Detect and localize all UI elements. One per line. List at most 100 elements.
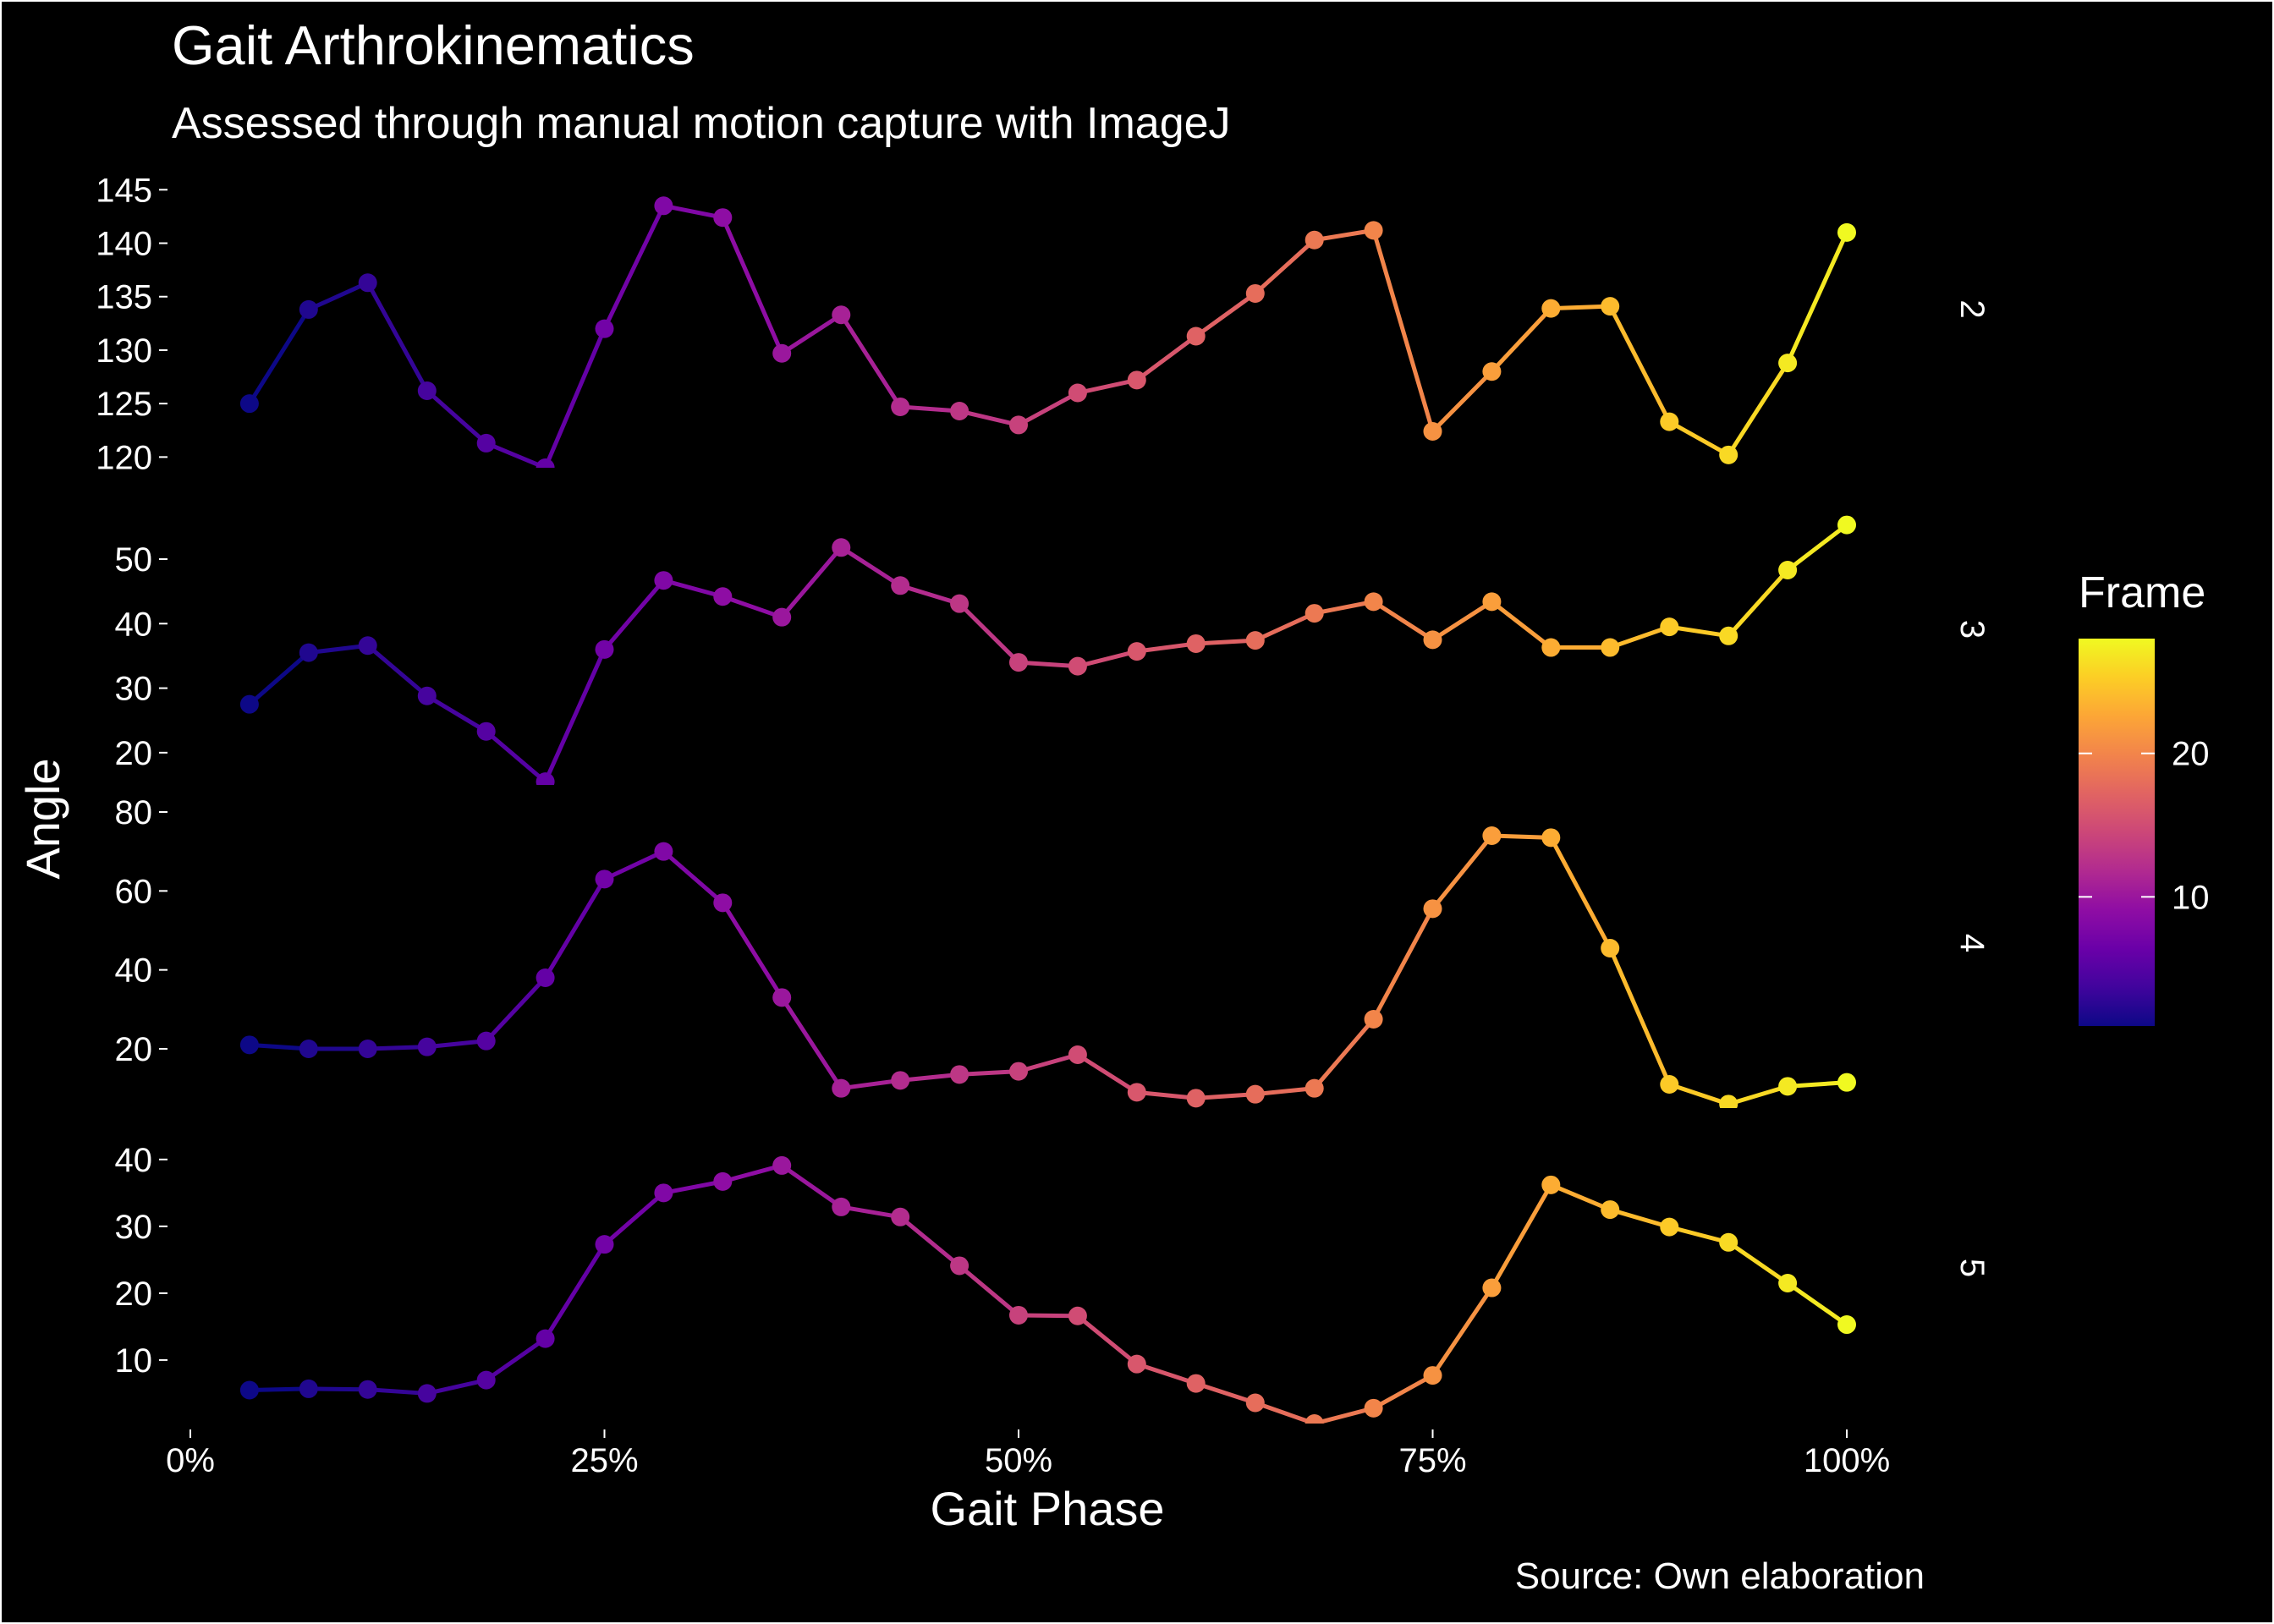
data-point — [536, 458, 555, 468]
series-line-segment — [543, 876, 607, 980]
data-point — [772, 1155, 792, 1175]
data-point — [1660, 1217, 1679, 1237]
series-line-segment — [1134, 641, 1199, 654]
data-point — [832, 305, 851, 325]
series-line-segment — [838, 1204, 903, 1220]
series-line-segment — [247, 1386, 311, 1392]
series-line-segment — [1312, 1017, 1376, 1091]
data-point — [476, 433, 496, 453]
series-line-segment — [306, 280, 371, 312]
series-line-segment — [720, 215, 784, 356]
data-point — [417, 1037, 437, 1056]
data-point — [950, 402, 969, 420]
data-point — [950, 1256, 969, 1276]
data-point — [1009, 653, 1028, 672]
data-point — [950, 594, 969, 613]
y-tick-label: 135 — [96, 279, 152, 316]
series-line-segment — [1431, 599, 1494, 642]
series-line-segment — [306, 1386, 371, 1392]
data-point — [1068, 656, 1087, 676]
data-point — [1127, 1354, 1146, 1374]
data-point — [832, 1078, 851, 1098]
series-line-segment — [1075, 1314, 1140, 1367]
data-point — [891, 576, 910, 595]
y-tick-label: 10 — [115, 1342, 153, 1380]
x-tick-label: 0% — [166, 1442, 215, 1479]
data-point — [1127, 642, 1146, 661]
data-point — [654, 1183, 673, 1203]
data-point — [1186, 326, 1206, 346]
data-point — [417, 381, 437, 400]
data-point — [358, 636, 377, 656]
color-legend: 10 20 — [2079, 639, 2210, 1026]
data-point — [476, 1370, 496, 1390]
data-point — [1068, 383, 1087, 403]
series-line-segment — [1667, 624, 1731, 639]
data-point — [1009, 415, 1028, 435]
series-line-segment — [1371, 228, 1435, 434]
series-line-segment — [484, 1336, 548, 1383]
facet-panel-2: 120 125 130 135 140 145 2 — [96, 172, 1991, 476]
series-line-segment — [779, 312, 843, 356]
y-tick-label: 50 — [115, 541, 153, 579]
series-line-segment — [779, 995, 843, 1091]
data-point — [595, 639, 614, 659]
data-point — [891, 1207, 910, 1226]
series-line-segment — [365, 643, 430, 699]
series-line-segment — [838, 312, 903, 409]
series-line-segment — [365, 1045, 430, 1051]
y-tick-label: 20 — [115, 1031, 153, 1068]
data-point — [1245, 283, 1265, 303]
facet-panel-4: 20 40 60 80 4 — [115, 794, 1991, 1108]
series-line-segment — [1667, 1082, 1731, 1106]
data-point — [1009, 1062, 1028, 1081]
data-point — [358, 1380, 377, 1399]
series-line-segment — [1667, 420, 1731, 458]
data-point — [1127, 1083, 1146, 1102]
series-line-segment — [1726, 360, 1790, 458]
data-point — [299, 299, 318, 319]
series-line-segment — [720, 594, 784, 620]
data-point — [1186, 634, 1206, 653]
data-point — [1305, 230, 1324, 250]
series-line-segment — [543, 326, 607, 468]
legend-title: Frame — [2079, 568, 2205, 617]
data-point — [1601, 1200, 1620, 1220]
data-point — [1541, 1175, 1561, 1194]
chart-caption: Source: Own elaboration — [1515, 1555, 1925, 1597]
x-tick-label: 75% — [1398, 1442, 1466, 1479]
data-point — [832, 1197, 851, 1216]
x-tick-label: 50% — [985, 1442, 1052, 1479]
data-point — [1423, 1366, 1442, 1385]
data-point — [1364, 1010, 1383, 1029]
data-point — [1186, 1089, 1206, 1108]
data-point — [1601, 297, 1620, 316]
data-point — [595, 319, 614, 338]
series-line-segment — [247, 307, 311, 406]
y-tick-label: 30 — [115, 671, 153, 708]
series-line-segment — [957, 1069, 1021, 1077]
y-tick-label: 140 — [96, 226, 152, 263]
series-line-segment — [1548, 1182, 1612, 1212]
series-line-segment — [484, 975, 548, 1044]
data-point — [1541, 638, 1561, 657]
series-line-segment — [1785, 1080, 1849, 1089]
data-point — [891, 1071, 910, 1090]
series-line-segment — [543, 1242, 607, 1341]
facet-panel-5: 10 20 30 40 5 — [115, 1142, 1991, 1424]
series-line-segment — [1431, 1286, 1494, 1378]
facet-strip-label: 4 — [1953, 934, 1991, 952]
y-tick-label: 40 — [115, 952, 153, 990]
data-point — [299, 1379, 318, 1398]
data-point — [1719, 626, 1738, 645]
data-point — [1601, 939, 1620, 957]
series-line-segment — [247, 650, 311, 707]
series-line-segment — [957, 601, 1021, 665]
series-line-segment — [1075, 1052, 1140, 1095]
series-line-segment — [1548, 835, 1612, 951]
series-line-segment — [1194, 1092, 1258, 1100]
series-line-segment — [957, 409, 1021, 427]
data-point — [1305, 1414, 1324, 1424]
series-line-segment — [1607, 1207, 1672, 1230]
series-line-segment — [898, 404, 962, 414]
